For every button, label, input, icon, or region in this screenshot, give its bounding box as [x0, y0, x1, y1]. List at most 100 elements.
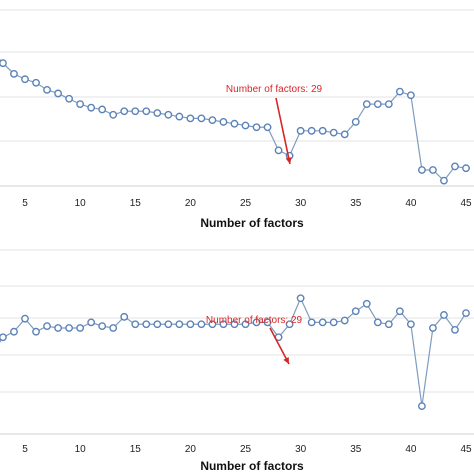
data-point [65, 94, 74, 103]
arrow-shaft [269, 327, 290, 365]
data-point [21, 75, 29, 84]
data-point [197, 320, 206, 329]
data-point [318, 126, 327, 135]
x-axis-label-top: Number of factors [200, 216, 304, 230]
x-tick-label: 20 [185, 444, 197, 455]
data-point [186, 320, 195, 329]
x-tick-label: 35 [350, 444, 362, 455]
data-point [395, 307, 404, 316]
data-points-top [0, 59, 470, 185]
data-point [462, 164, 470, 173]
data-point [186, 114, 195, 123]
x-tick-label: 25 [240, 198, 252, 209]
data-point [219, 118, 228, 126]
x-tick-label: 5 [22, 198, 28, 209]
data-points-bottom [0, 294, 470, 410]
data-point [340, 130, 349, 139]
data-point [98, 105, 107, 114]
x-tick-label: 10 [75, 198, 87, 209]
x-tick-label: 25 [240, 444, 252, 455]
data-point [10, 69, 18, 78]
arrow-head [283, 357, 289, 364]
data-point [296, 126, 305, 135]
data-point [208, 320, 217, 329]
data-point [274, 146, 283, 155]
x-tick-label: 40 [405, 444, 417, 455]
data-point [87, 318, 96, 327]
data-point [362, 100, 371, 109]
data-point [263, 123, 272, 132]
data-point [230, 119, 239, 128]
data-point [109, 110, 118, 119]
data-point [241, 320, 250, 329]
data-point [142, 107, 151, 116]
data-point [241, 121, 250, 130]
data-point [440, 311, 448, 319]
data-point [384, 320, 393, 329]
x-tick-label: 15 [130, 198, 142, 209]
data-point [351, 118, 360, 126]
data-point [285, 320, 294, 329]
data-point [98, 322, 107, 331]
x-tick-labels-top: 5 10 15 20 25 30 35 40 45 [22, 198, 472, 209]
data-point [429, 324, 437, 332]
gridlines-top [0, 9, 474, 142]
data-point [373, 318, 382, 327]
chart-panel-top: 5 10 15 20 25 30 35 40 45 Number of factors Numb… [0, 9, 474, 230]
x-axis-label-bottom: Number of factors [200, 459, 304, 473]
data-point [65, 324, 74, 332]
data-point [208, 116, 217, 125]
data-point [76, 100, 85, 109]
data-point [440, 176, 448, 185]
data-point [54, 324, 62, 332]
annotation-arrow-top [275, 97, 292, 165]
data-point [21, 314, 29, 323]
x-tick-label: 5 [22, 444, 28, 455]
data-point [109, 324, 118, 332]
data-point [153, 109, 162, 117]
data-point [43, 322, 51, 331]
data-point [0, 59, 7, 68]
data-point [451, 162, 459, 171]
data-point [219, 320, 228, 329]
x-tick-label: 30 [295, 444, 307, 455]
data-point [87, 103, 96, 112]
data-point [131, 107, 140, 116]
gridlines-bottom [0, 249, 474, 393]
arrow-shaft [275, 97, 291, 165]
data-point [462, 309, 470, 317]
data-point [32, 327, 40, 336]
x-tick-label: 40 [405, 198, 417, 209]
data-point [307, 318, 316, 327]
data-point [307, 126, 316, 135]
x-tick-label: 30 [295, 198, 307, 209]
data-point [142, 320, 151, 329]
x-tick-label: 10 [75, 444, 87, 455]
data-point [406, 91, 415, 100]
data-point [131, 320, 140, 329]
data-point [54, 89, 62, 98]
data-point [43, 85, 51, 94]
data-point [417, 402, 426, 410]
data-point [451, 325, 459, 334]
data-point [230, 320, 239, 329]
data-point [373, 100, 382, 109]
arrow-head [285, 157, 292, 164]
x-tick-labels-bottom: 5 10 15 20 25 30 35 40 45 [22, 444, 472, 455]
data-point [252, 318, 261, 327]
series-line-top [0, 58, 467, 182]
data-point [362, 299, 371, 308]
data-point [384, 100, 393, 109]
data-point [32, 78, 40, 87]
data-point [120, 107, 129, 116]
data-point [351, 307, 360, 316]
data-point [164, 110, 173, 119]
data-point [329, 318, 338, 327]
data-point [153, 320, 162, 329]
data-point [296, 294, 305, 303]
data-point [395, 87, 404, 96]
data-point [164, 320, 173, 329]
data-point [10, 327, 18, 336]
annotation-label-bottom: Number of factors: 29 [206, 315, 303, 326]
data-point [175, 320, 184, 329]
